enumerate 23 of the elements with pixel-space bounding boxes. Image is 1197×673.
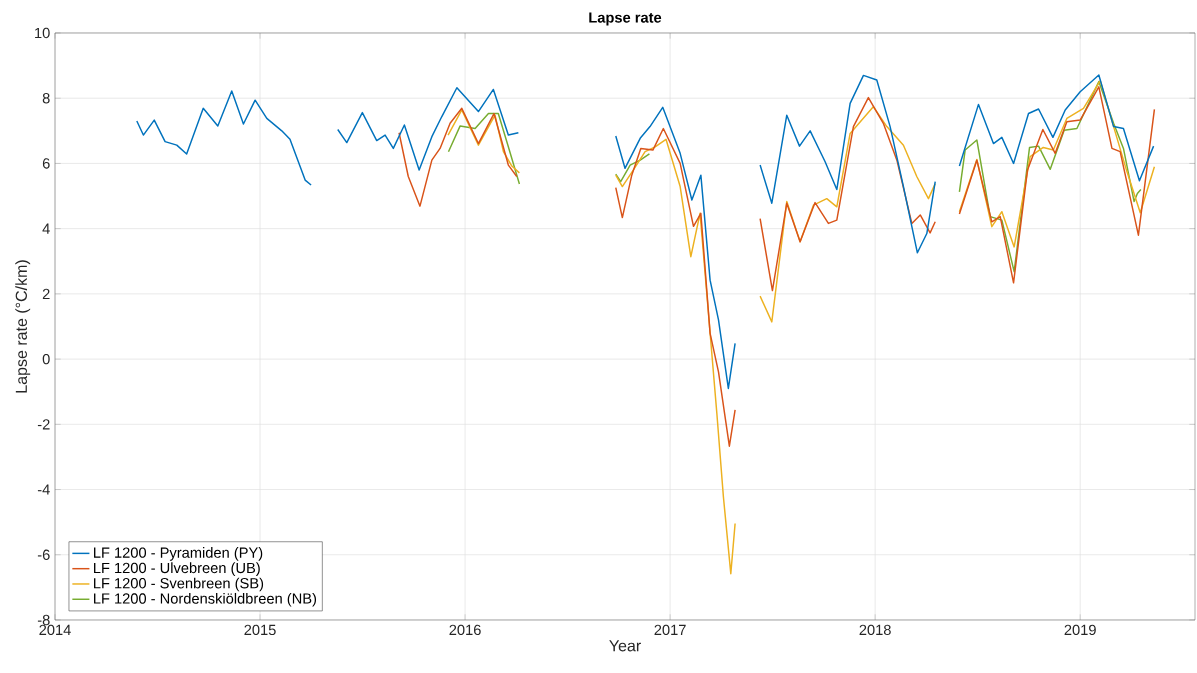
y-tick-label: 2: [42, 288, 50, 299]
x-axis-title: Year: [609, 640, 641, 652]
x-tick-label: 2018: [859, 624, 891, 636]
y-tick-label: 10: [35, 27, 50, 39]
y-tick-label: -4: [37, 484, 50, 495]
legend-label: LF 1200 - Ulvebreen (UB): [94, 562, 260, 577]
y-tick-label: 6: [42, 158, 50, 169]
y-tick-label: -6: [37, 549, 50, 560]
legend-label: LF 1200 - Pyramiden (PY): [94, 547, 263, 561]
legend-label: LF 1200 - Nordenskiöldbreen (NB): [94, 592, 317, 607]
x-tick-label: 2017: [654, 624, 686, 636]
y-tick-label: 4: [42, 223, 50, 234]
legend-label: LF 1200 - Svenbreen (SB): [94, 577, 264, 592]
y-tick-label: 0: [42, 353, 50, 365]
y-tick-label: -8: [37, 614, 50, 626]
x-tick-label: 2014: [39, 624, 71, 636]
chart-title: Lapse rate: [589, 12, 662, 26]
y-axis-title: Lapse rate (°C/km): [15, 260, 31, 393]
y-tick-label: -2: [37, 419, 50, 430]
x-tick-label: 2016: [449, 624, 481, 636]
y-tick-label: 8: [42, 93, 50, 104]
x-tick-label: 2015: [244, 624, 276, 636]
x-tick-label: 2019: [1064, 624, 1096, 636]
